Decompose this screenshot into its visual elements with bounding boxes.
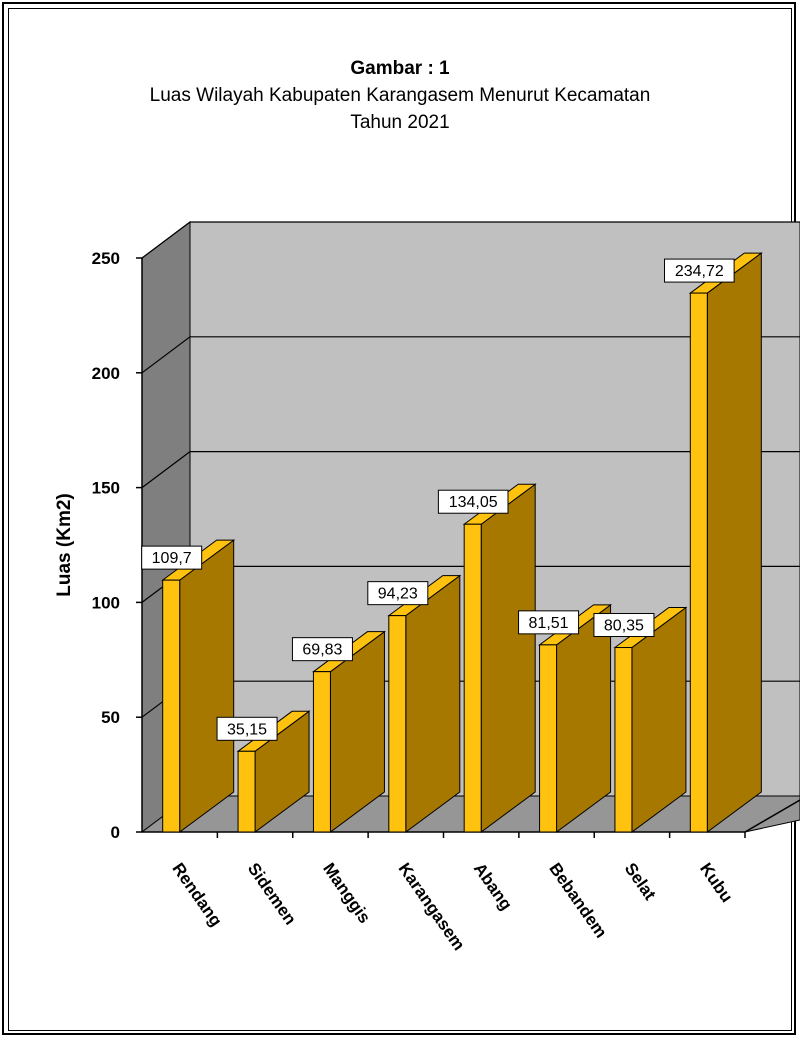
data-label: 134,05	[449, 494, 498, 511]
y-tick-label: 200	[92, 364, 120, 383]
x-tick-label: Kubu	[696, 859, 736, 905]
chart-title: Gambar : 1	[350, 58, 450, 79]
gridline	[141, 221, 800, 259]
bar-side	[405, 574, 461, 833]
data-label-box	[664, 258, 735, 283]
bar	[161, 539, 236, 833]
y-tick-label: 150	[92, 479, 120, 498]
data-label: 35,15	[227, 721, 267, 738]
y-axis-label: Luas (Km2)	[54, 493, 75, 596]
y-tick-label: 0	[111, 823, 120, 842]
bar-front	[162, 579, 181, 833]
bar	[538, 603, 613, 833]
bar-front	[614, 647, 633, 833]
data-label-box	[141, 545, 203, 570]
data-label: 69,83	[302, 642, 342, 659]
x-tick-label: Manggis	[319, 859, 374, 926]
chart-subtitle: Luas Wilayah Kabupaten Karangasem Menuru…	[149, 85, 651, 106]
x-tick-label: Selat	[621, 859, 660, 903]
bar-side	[179, 539, 235, 833]
bar-side	[706, 252, 762, 833]
data-label: 109,7	[152, 550, 192, 567]
x-tick-label: Sidemen	[244, 859, 300, 928]
bar-front	[539, 644, 558, 833]
x-tick-label: Karangasem	[395, 859, 469, 954]
chart-title-block: Gambar : 1 Luas Wilayah Kabupaten Karang…	[0, 56, 800, 136]
data-label: 81,51	[529, 615, 569, 632]
bar-front	[237, 750, 256, 833]
gridline	[141, 451, 800, 489]
bar-front	[689, 292, 708, 833]
bar-front	[388, 615, 407, 833]
data-label-box	[291, 637, 353, 662]
chart-subtitle-year: Tahun 2021	[350, 112, 450, 133]
x-tick-label: Abang	[470, 859, 516, 913]
data-label: 80,35	[604, 618, 644, 635]
bar	[688, 252, 763, 833]
bar	[311, 630, 386, 833]
bar-side	[480, 483, 536, 833]
bar	[236, 710, 311, 833]
data-label: 94,23	[378, 586, 418, 603]
gridline	[141, 336, 800, 374]
data-label-box	[518, 610, 580, 635]
bar-front	[463, 523, 482, 833]
bar-front	[312, 671, 331, 833]
data-label-box	[593, 613, 655, 638]
x-tick-label: Bebandem	[545, 859, 610, 941]
data-label-box	[216, 716, 278, 741]
data-label-box	[367, 581, 429, 606]
y-tick-label: 50	[101, 708, 120, 727]
bar	[462, 483, 537, 833]
data-label-box	[437, 489, 509, 514]
bar	[613, 606, 688, 833]
data-label: 234,72	[675, 263, 724, 280]
y-tick-label: 100	[92, 593, 120, 612]
bar	[387, 574, 462, 833]
y-tick-label: 250	[92, 249, 120, 268]
x-tick-label: Rendang	[168, 859, 225, 929]
